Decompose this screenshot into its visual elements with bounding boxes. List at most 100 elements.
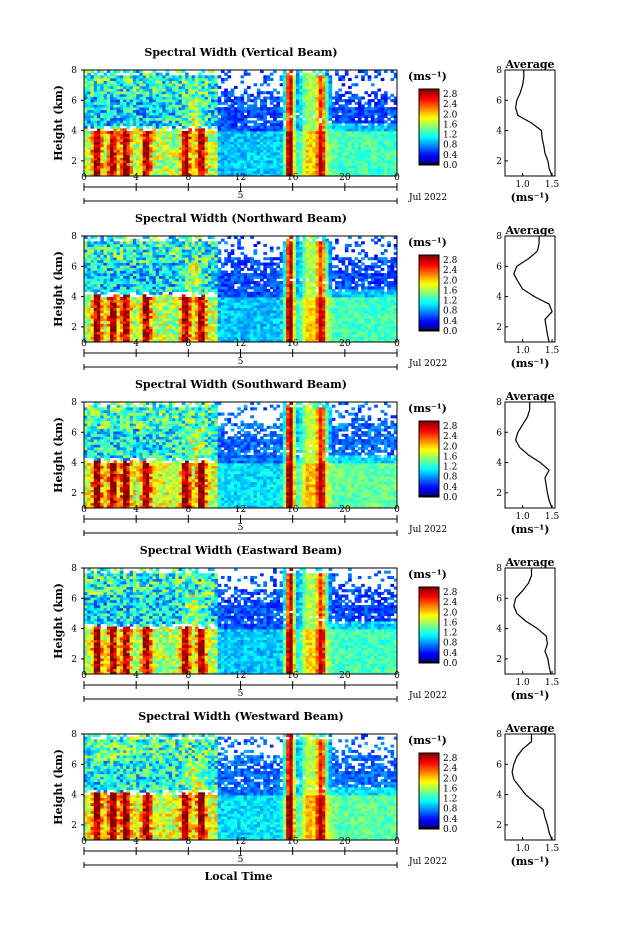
heatmap-cell (158, 130, 163, 134)
heatmap-cell (149, 262, 153, 266)
heatmap-cell (354, 173, 359, 177)
heatmap-cell (149, 144, 153, 148)
heatmap-cell (211, 251, 215, 255)
heatmap-cell (172, 254, 176, 258)
heatmap-cell (302, 165, 307, 169)
heatmap-cell (233, 146, 238, 150)
heatmap-cell (315, 157, 320, 161)
heatmap-cell (178, 152, 183, 156)
heatmap-cell (260, 141, 264, 145)
heatmap-cell (198, 339, 202, 343)
heatmap-cell (390, 152, 395, 156)
heatmap-cell (103, 120, 108, 124)
heatmap-cell (312, 117, 316, 121)
heatmap-cell (220, 170, 225, 174)
heatmap-cell (233, 138, 238, 142)
heatmap-cell (90, 265, 95, 269)
heatmap-cell (312, 173, 316, 177)
heatmap-cell (377, 115, 382, 119)
heatmap-cell (106, 302, 111, 306)
heatmap-cell (185, 254, 189, 258)
heatmap-cell (149, 334, 153, 338)
heatmap-cell (207, 109, 212, 113)
heatmap-cell (185, 109, 189, 113)
heatmap-cell (211, 278, 215, 282)
heatmap-cell (145, 246, 150, 250)
heatmap-cell (142, 294, 147, 298)
heatmap-cell (253, 99, 258, 103)
heatmap-cell (132, 80, 137, 84)
heatmap-cell (152, 286, 157, 290)
heatmap-cell (136, 133, 140, 137)
heatmap-cell (142, 91, 147, 95)
heatmap-cell (132, 299, 137, 303)
heatmap-cell (119, 331, 124, 335)
heatmap-cell (84, 249, 88, 253)
heatmap-cell (344, 149, 349, 153)
heatmap-cell (181, 334, 186, 338)
heatmap-cell (201, 267, 206, 271)
heatmap-cell (139, 278, 144, 282)
heatmap-cell (136, 117, 140, 121)
heatmap-cell (217, 133, 222, 137)
heatmap-cell (374, 120, 378, 124)
heatmap-cell (93, 326, 98, 330)
heatmap-cell (273, 104, 277, 108)
heatmap-cell (84, 278, 88, 282)
heatmap-cell (390, 168, 395, 172)
heatmap-cell (387, 157, 391, 161)
heatmap-cell (97, 318, 101, 322)
heatmap-cell (158, 304, 163, 308)
heatmap-cell (201, 75, 206, 79)
heatmap-cell (253, 146, 258, 150)
heatmap-cell (325, 85, 329, 89)
heatmap-cell (256, 170, 261, 174)
heatmap-cell (282, 149, 287, 153)
heatmap-cell (266, 128, 271, 132)
heatmap-cell (204, 259, 209, 263)
heatmap-cell (390, 125, 395, 129)
heatmap-cell (201, 165, 206, 169)
heatmap-cell (185, 249, 189, 253)
heatmap-cell (240, 123, 245, 127)
colorbar-swatch (419, 125, 439, 128)
heatmap-cell (87, 307, 91, 311)
heatmap-cell (393, 146, 398, 150)
heatmap-cell (139, 294, 144, 298)
heatmap-cell (338, 88, 342, 92)
heatmap-cell (90, 262, 95, 266)
heatmap-cell (119, 117, 124, 121)
heatmap-cell (289, 70, 294, 74)
heatmap-cell (348, 96, 352, 100)
heatmap-cell (383, 160, 388, 164)
heatmap-cell (198, 128, 202, 132)
heatmap-cell (116, 160, 121, 164)
heatmap-cell (90, 101, 95, 105)
heatmap-cell (116, 273, 121, 277)
heatmap-cell (214, 88, 219, 92)
heatmap-cell (233, 120, 238, 124)
heatmap-cell (237, 125, 241, 129)
heatmap-cell (328, 130, 333, 134)
heatmap-cell (87, 115, 91, 119)
heatmap-cell (201, 128, 206, 132)
heatmap-cell (289, 130, 294, 134)
heatmap-cell (168, 99, 173, 103)
heatmap-cell (331, 168, 336, 172)
heatmap-cell (116, 120, 121, 124)
heatmap-cell (181, 96, 186, 100)
heatmap-cell (149, 289, 153, 293)
heatmap-cell (194, 80, 199, 84)
x-tick-label: 4 (133, 173, 139, 183)
heatmap-cell (250, 112, 254, 116)
heatmap-cell (162, 251, 166, 255)
heatmap-cell (84, 115, 88, 119)
heatmap-cell (84, 123, 88, 127)
heatmap-cell (201, 173, 206, 177)
heatmap-cell (250, 99, 254, 103)
heatmap-cell (149, 107, 153, 111)
heatmap-cell (354, 120, 359, 124)
heatmap-cell (119, 75, 124, 79)
heatmap-cell (155, 144, 160, 148)
heatmap-cell (214, 125, 219, 129)
